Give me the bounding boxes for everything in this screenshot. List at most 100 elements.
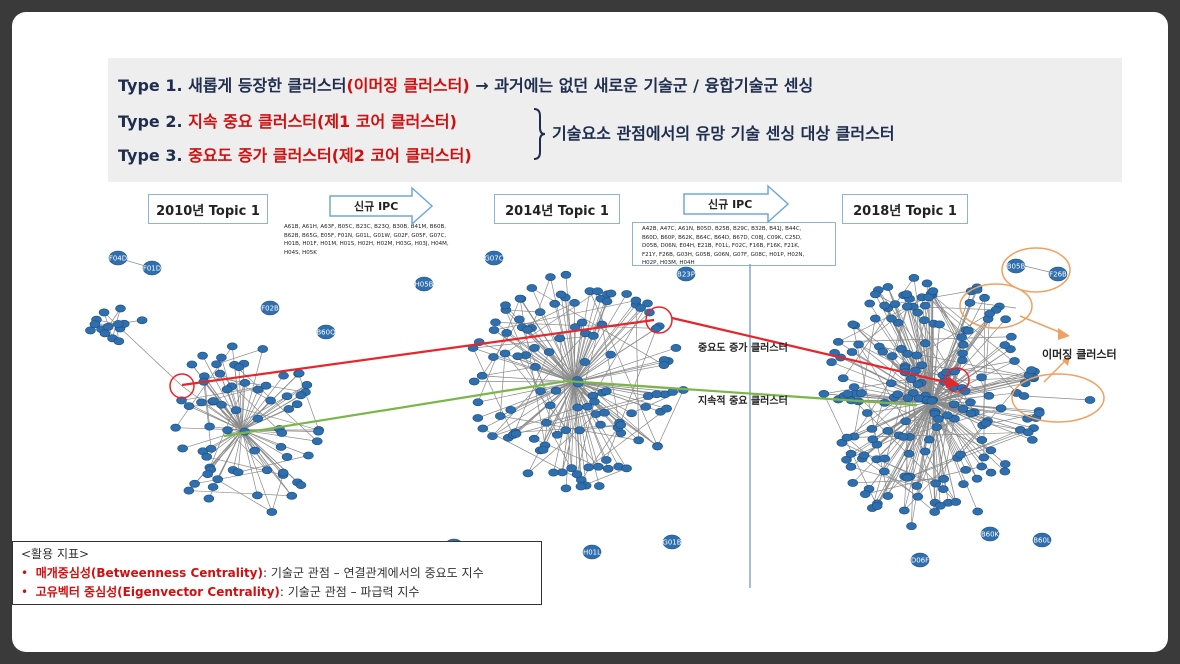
cluster-2014-node — [579, 358, 591, 366]
cluster-2018-node — [1022, 428, 1034, 437]
cluster-2010-node — [295, 481, 307, 490]
cluster-2010-node — [278, 371, 289, 380]
cluster-2014-node — [593, 462, 604, 471]
highlight-circle-2018 — [944, 367, 970, 393]
cluster-2018-node — [900, 417, 911, 426]
increase-line-2 — [671, 316, 955, 386]
cluster-2018-node — [847, 320, 859, 329]
cluster-2014-edge — [573, 364, 664, 383]
node-label: F04D — [109, 255, 127, 263]
legend-item-betweenness: • 매개중심성(Betweenness Centrality): 기술군 관점 … — [21, 566, 484, 580]
cluster-2014-node — [499, 349, 511, 358]
cluster-2018-edge — [931, 401, 1029, 433]
cluster-2014-edge — [573, 302, 575, 383]
cluster-2014-edge — [482, 366, 536, 377]
cluster-2018-node — [930, 479, 942, 488]
cluster-2010-edge — [238, 455, 309, 473]
new-ipc-box-2018 — [632, 222, 836, 266]
emerging-ellipse-2 — [959, 283, 1033, 329]
cluster-2018-edge — [931, 291, 934, 403]
cluster-2018-edge — [932, 324, 940, 401]
cluster-2010-node — [170, 423, 181, 432]
cluster-2014-edge — [505, 309, 558, 435]
cluster-2018-edge — [917, 312, 933, 403]
node-label: B60L — [1033, 537, 1051, 545]
cluster-2014-node — [472, 398, 484, 407]
cluster-2010-edge — [115, 323, 183, 387]
cluster-2014-node — [535, 387, 546, 396]
cluster-2018-edge — [852, 401, 933, 484]
cluster-2018-edge — [867, 401, 933, 414]
cluster-2014-edge — [499, 353, 506, 417]
type3-prefix: Type 3. — [118, 146, 189, 165]
increase-cluster-label: 중요도 증가 클러스터 — [698, 343, 788, 354]
cluster-2010-edge — [209, 382, 246, 468]
cluster-2018-edge — [858, 344, 933, 403]
cluster-2018-node — [963, 326, 974, 335]
cluster-2018-node — [1000, 315, 1011, 324]
cluster-2014-node — [472, 414, 484, 422]
cluster-2010-node — [311, 437, 323, 446]
cluster-2010-sat-node — [98, 308, 110, 317]
cluster-2018-node — [1019, 379, 1031, 388]
cluster-2014-node — [501, 329, 512, 337]
cluster-2018-node — [976, 462, 988, 471]
cluster-2014-node — [541, 418, 552, 427]
type-banner — [108, 58, 1122, 182]
cluster-2018-edge — [838, 336, 1012, 343]
cluster-2018-edge — [891, 306, 908, 357]
cluster-2010-sat-node — [102, 322, 114, 331]
cluster-2010-node — [212, 475, 224, 484]
cluster-2014-edge — [635, 304, 639, 441]
highlight-circle-2014 — [645, 306, 673, 334]
cluster-2018-node — [858, 451, 870, 460]
type3-red-text: 중요도 증가 클러스터(제2 코어 클러스터) — [188, 146, 472, 165]
ipc-arrow-2-label: 신규 IPC — [708, 197, 752, 211]
sensing-target-text: 기술요소 관점에서의 유망 기술 센싱 대상 클러스터 — [552, 124, 895, 143]
cluster-2010-node — [211, 360, 222, 369]
cluster-2018-node — [958, 480, 969, 489]
type2-red-text: 지속 중요 클러스터(제1 코어 클러스터) — [188, 112, 457, 131]
node-label: F02B — [261, 305, 279, 313]
cluster-2010-node — [303, 451, 314, 460]
emerging-ellipse-1 — [1001, 247, 1071, 293]
cluster-2018-node — [948, 400, 960, 409]
cluster-2018-node — [832, 337, 844, 346]
cluster-2018-edge — [909, 401, 933, 477]
cluster-2014-edge — [573, 293, 627, 383]
cluster-2018-node — [957, 340, 969, 349]
cluster-2018-edge — [931, 336, 1012, 403]
cluster-2014-edge — [531, 276, 551, 329]
cluster-2018-node — [911, 482, 923, 490]
cluster-2010-node — [230, 406, 242, 415]
cluster-2014-edge — [493, 300, 636, 331]
cluster-2018-node — [1026, 366, 1037, 375]
cluster-2014-edge — [531, 327, 575, 383]
cluster-2018-node — [902, 394, 914, 402]
cluster-2010-edge — [194, 469, 268, 485]
cluster-2010-node — [275, 443, 287, 451]
cluster-2014-edge — [527, 413, 597, 474]
cluster-2010-edge — [181, 385, 267, 401]
cluster-2010-edge — [241, 429, 273, 513]
node-label: F01D — [143, 265, 161, 273]
cluster-2018-edge — [928, 401, 933, 440]
cluster-2018-edge — [931, 374, 1030, 403]
cluster-2014-node — [554, 334, 566, 343]
cluster-2014-node — [476, 371, 488, 380]
cluster-2010-node — [265, 396, 276, 405]
cluster-2018-node — [926, 396, 938, 405]
cluster-2018-node — [985, 468, 997, 477]
cluster-2018-edge — [982, 412, 1040, 426]
cluster-2018-node — [826, 358, 837, 367]
cluster-2018-node — [957, 405, 969, 413]
cluster-2014-edge — [559, 338, 572, 469]
cluster-2018-node — [886, 314, 897, 323]
cluster-2010-node — [252, 385, 264, 394]
increase-line-1 — [181, 318, 655, 387]
cluster-2014-node — [477, 424, 489, 433]
cluster-2018-node — [971, 474, 983, 483]
cluster-2010-node — [295, 391, 307, 400]
cluster-2010-sat-node — [113, 337, 125, 346]
